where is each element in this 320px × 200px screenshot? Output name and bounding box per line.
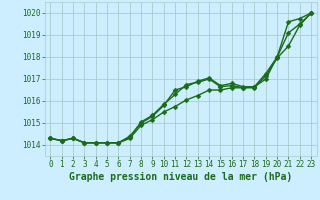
X-axis label: Graphe pression niveau de la mer (hPa): Graphe pression niveau de la mer (hPa): [69, 172, 292, 182]
